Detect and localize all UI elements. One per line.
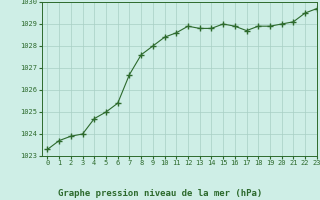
Text: Graphe pression niveau de la mer (hPa): Graphe pression niveau de la mer (hPa) [58, 189, 262, 198]
